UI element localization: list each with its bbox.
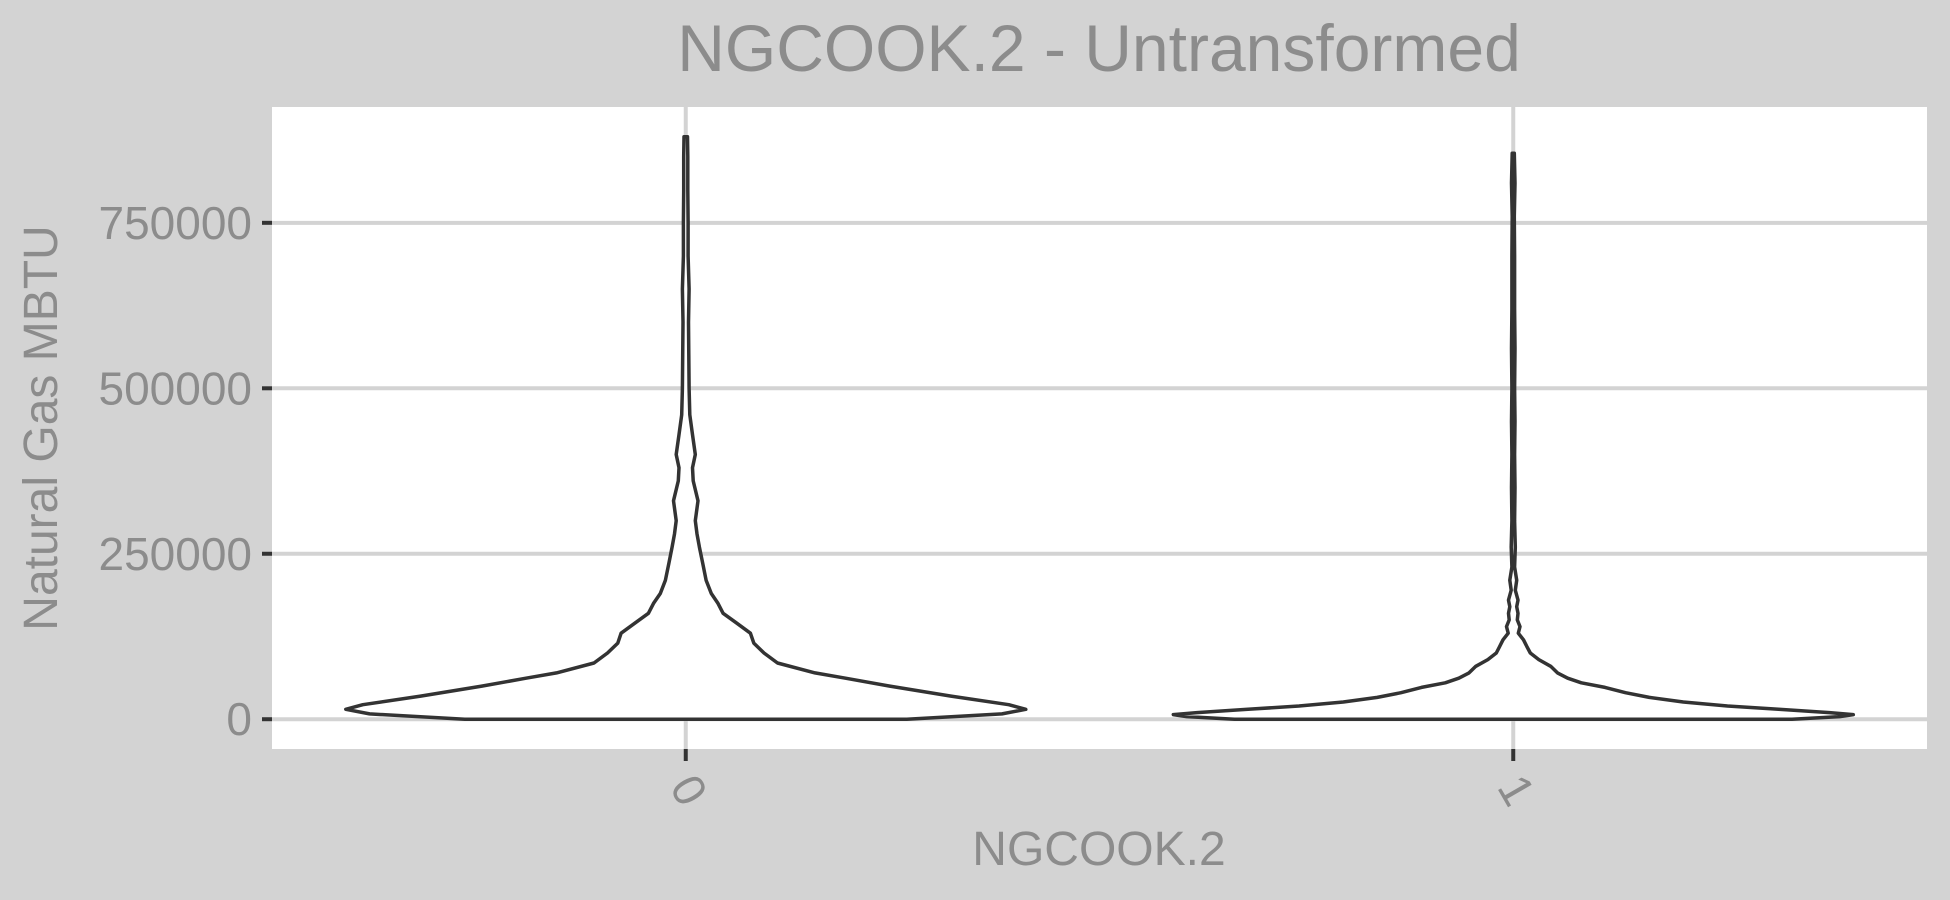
y-tick-label: 500000: [99, 362, 253, 414]
y-tick-label: 0: [226, 693, 252, 745]
y-tick-label: 750000: [99, 197, 253, 249]
chart-title: NGCOOK.2 - Untransformed: [677, 11, 1521, 85]
x-axis-title: NGCOOK.2: [972, 823, 1225, 876]
y-axis-title: Natural Gas MBTU: [15, 225, 68, 630]
y-tick-label: 250000: [99, 528, 253, 580]
violin-1: [1171, 151, 1856, 721]
violin-0: [344, 135, 1028, 721]
violins: [344, 135, 1856, 721]
plot-panel: [272, 107, 1927, 749]
